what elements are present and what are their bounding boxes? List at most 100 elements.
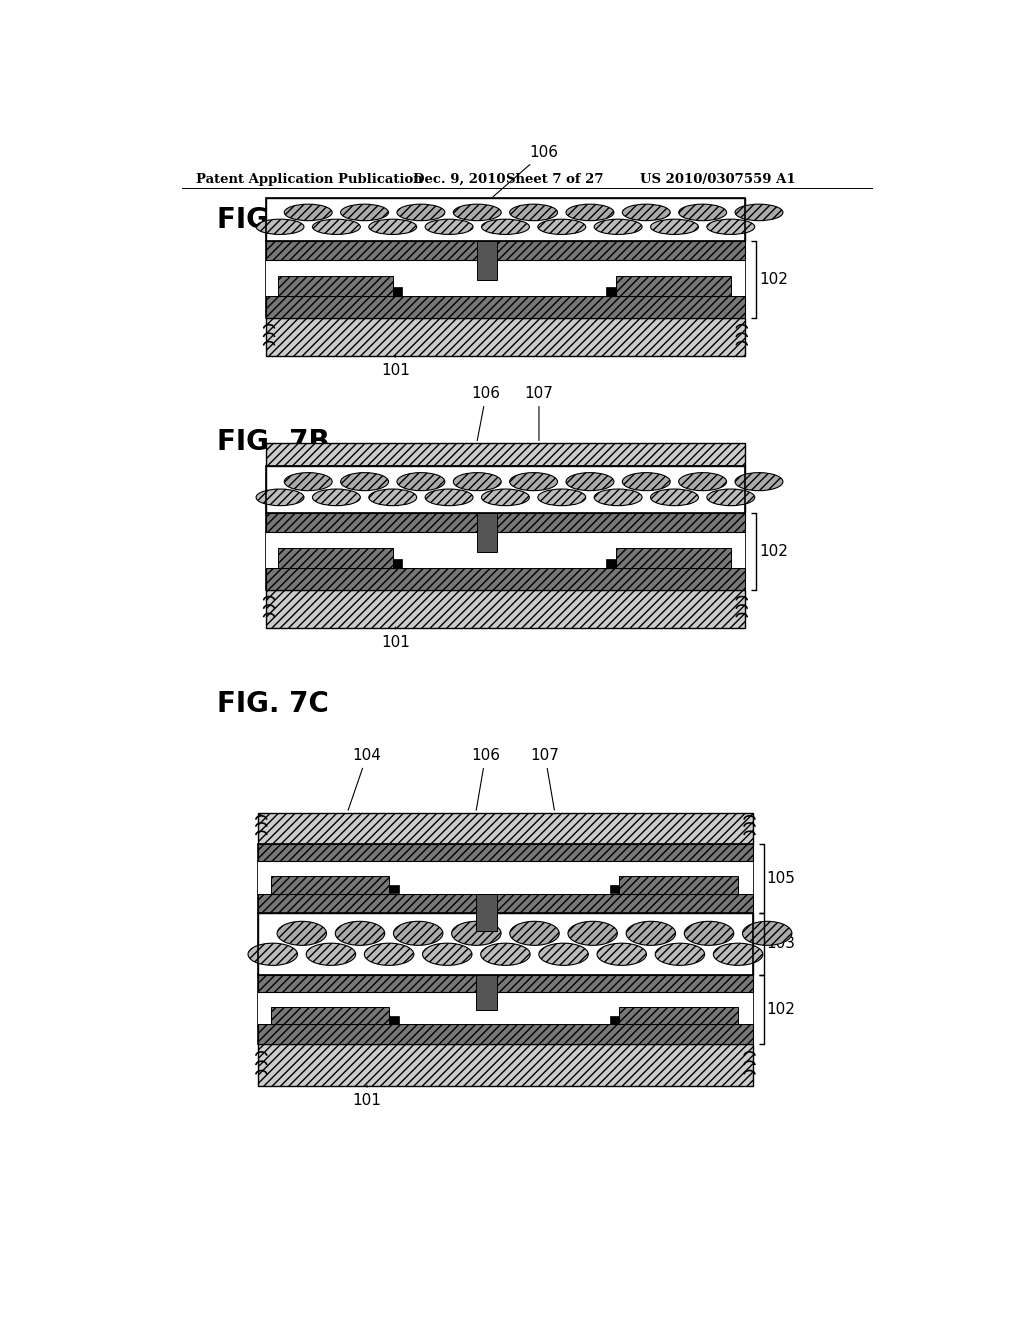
Ellipse shape bbox=[285, 473, 332, 491]
Bar bbox=[258, 991, 753, 1024]
Ellipse shape bbox=[623, 473, 671, 491]
Text: 106: 106 bbox=[472, 385, 501, 441]
Ellipse shape bbox=[278, 921, 327, 945]
Bar bbox=[266, 198, 744, 240]
Bar bbox=[609, 886, 620, 894]
Text: Sheet 7 of 27: Sheet 7 of 27 bbox=[506, 173, 604, 186]
Bar bbox=[615, 548, 730, 568]
Ellipse shape bbox=[335, 921, 385, 945]
Bar bbox=[389, 886, 398, 894]
Bar bbox=[476, 974, 497, 1010]
Bar bbox=[258, 1044, 753, 1086]
Ellipse shape bbox=[481, 488, 529, 506]
Text: 102: 102 bbox=[759, 272, 787, 286]
Bar bbox=[270, 1007, 389, 1024]
Bar bbox=[258, 1024, 753, 1044]
Ellipse shape bbox=[679, 205, 727, 220]
Ellipse shape bbox=[714, 944, 763, 965]
Bar bbox=[266, 466, 744, 512]
Bar bbox=[620, 1007, 738, 1024]
Text: 107: 107 bbox=[530, 748, 559, 810]
Ellipse shape bbox=[480, 944, 530, 965]
Bar bbox=[615, 276, 730, 296]
Bar bbox=[258, 913, 753, 974]
Text: 105: 105 bbox=[767, 871, 796, 886]
Bar bbox=[477, 512, 497, 552]
Text: 102: 102 bbox=[767, 1002, 796, 1016]
Ellipse shape bbox=[365, 944, 414, 965]
Bar bbox=[266, 198, 744, 240]
Text: US 2010/0307559 A1: US 2010/0307559 A1 bbox=[640, 173, 795, 186]
Ellipse shape bbox=[393, 921, 443, 945]
Bar bbox=[266, 240, 744, 318]
Bar bbox=[266, 318, 744, 356]
Ellipse shape bbox=[454, 205, 501, 220]
Bar bbox=[266, 512, 744, 532]
Ellipse shape bbox=[425, 488, 473, 506]
Ellipse shape bbox=[707, 219, 755, 235]
Ellipse shape bbox=[312, 488, 360, 506]
Text: 106: 106 bbox=[494, 145, 558, 197]
Ellipse shape bbox=[650, 219, 698, 235]
Bar bbox=[266, 568, 744, 590]
Bar bbox=[266, 296, 744, 318]
Ellipse shape bbox=[397, 205, 444, 220]
Text: 103: 103 bbox=[767, 936, 796, 952]
Ellipse shape bbox=[594, 219, 642, 235]
Text: FIG. 7C: FIG. 7C bbox=[217, 689, 329, 718]
Text: 107: 107 bbox=[524, 385, 553, 441]
Ellipse shape bbox=[597, 944, 646, 965]
Ellipse shape bbox=[650, 488, 698, 506]
Ellipse shape bbox=[594, 488, 642, 506]
Text: Dec. 9, 2010: Dec. 9, 2010 bbox=[414, 173, 506, 186]
Text: 104: 104 bbox=[348, 748, 381, 810]
Bar bbox=[476, 894, 497, 931]
Bar bbox=[393, 286, 402, 296]
Bar bbox=[477, 240, 497, 280]
Text: Patent Application Publication: Patent Application Publication bbox=[197, 173, 423, 186]
Ellipse shape bbox=[510, 205, 557, 220]
Bar bbox=[258, 861, 753, 894]
Ellipse shape bbox=[538, 219, 586, 235]
Ellipse shape bbox=[566, 205, 614, 220]
Ellipse shape bbox=[566, 473, 614, 491]
Ellipse shape bbox=[256, 219, 304, 235]
Ellipse shape bbox=[341, 473, 388, 491]
Ellipse shape bbox=[369, 219, 417, 235]
Bar bbox=[258, 813, 753, 843]
Text: FIG. 7A: FIG. 7A bbox=[217, 206, 330, 234]
Ellipse shape bbox=[425, 219, 473, 235]
Ellipse shape bbox=[623, 205, 671, 220]
Ellipse shape bbox=[684, 921, 734, 945]
Bar bbox=[266, 532, 744, 568]
Bar bbox=[266, 466, 744, 512]
Text: 101: 101 bbox=[381, 355, 410, 378]
Bar bbox=[278, 276, 393, 296]
Text: FIG. 7B: FIG. 7B bbox=[217, 428, 330, 455]
Ellipse shape bbox=[735, 473, 783, 491]
Bar bbox=[266, 590, 744, 628]
Ellipse shape bbox=[679, 473, 727, 491]
Bar bbox=[266, 444, 744, 466]
Ellipse shape bbox=[341, 205, 388, 220]
Bar bbox=[258, 974, 753, 991]
Ellipse shape bbox=[568, 921, 617, 945]
Ellipse shape bbox=[312, 219, 360, 235]
Ellipse shape bbox=[248, 944, 297, 965]
Ellipse shape bbox=[481, 219, 529, 235]
Text: 102: 102 bbox=[759, 544, 787, 558]
Bar bbox=[393, 558, 402, 568]
Text: 101: 101 bbox=[352, 1085, 381, 1107]
Bar bbox=[258, 894, 753, 913]
Bar bbox=[258, 843, 753, 861]
Bar bbox=[258, 843, 753, 913]
Ellipse shape bbox=[742, 921, 792, 945]
Bar bbox=[609, 1016, 620, 1024]
Bar bbox=[270, 875, 389, 894]
Bar bbox=[606, 286, 615, 296]
Bar bbox=[258, 913, 753, 974]
Bar bbox=[266, 240, 744, 260]
Ellipse shape bbox=[306, 944, 355, 965]
Bar bbox=[266, 260, 744, 296]
Ellipse shape bbox=[285, 205, 332, 220]
